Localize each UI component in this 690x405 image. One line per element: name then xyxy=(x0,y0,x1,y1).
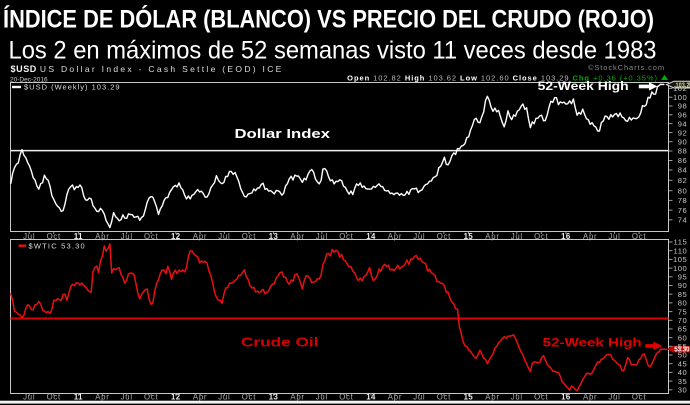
svg-text:60: 60 xyxy=(678,333,688,342)
svg-text:Dollar Index: Dollar Index xyxy=(235,127,331,141)
svg-text:Apr: Apr xyxy=(95,232,109,241)
svg-text:100: 100 xyxy=(673,264,687,273)
svg-text:Apr: Apr xyxy=(290,392,304,401)
svg-text:Oct: Oct xyxy=(632,232,646,241)
svg-text:94: 94 xyxy=(678,119,688,128)
svg-text:80: 80 xyxy=(678,186,688,195)
svg-text:Jul: Jul xyxy=(218,232,230,241)
svg-text:84: 84 xyxy=(678,166,688,175)
svg-text:95: 95 xyxy=(678,273,688,282)
svg-text:Jul: Jul xyxy=(121,232,133,241)
svg-text:Apr: Apr xyxy=(485,392,499,401)
svg-text:©StockCharts.com: ©StockCharts.com xyxy=(588,63,665,72)
svg-text:90: 90 xyxy=(678,137,688,146)
svg-text:Jul: Jul xyxy=(608,392,620,401)
svg-text:Apr: Apr xyxy=(290,232,304,241)
svg-text:92: 92 xyxy=(678,128,688,137)
svg-text:Oct: Oct xyxy=(242,392,256,401)
svg-text:82: 82 xyxy=(678,176,688,185)
svg-text:Jul: Jul xyxy=(413,392,425,401)
svg-text:11: 11 xyxy=(74,392,83,401)
svg-text:Apr: Apr xyxy=(388,232,402,241)
svg-text:50: 50 xyxy=(678,351,688,360)
svg-text:Oct: Oct xyxy=(437,232,451,241)
svg-text:Jul: Jul xyxy=(511,392,523,401)
svg-text:85: 85 xyxy=(678,290,688,299)
svg-text:Oct: Oct xyxy=(534,392,548,401)
svg-text:74: 74 xyxy=(678,216,688,225)
svg-text:Apr: Apr xyxy=(583,232,597,241)
svg-text:Oct: Oct xyxy=(47,392,61,401)
svg-text:16: 16 xyxy=(561,232,571,241)
svg-text:40: 40 xyxy=(678,368,688,377)
svg-text:Jul: Jul xyxy=(23,392,35,401)
svg-text:Jul: Jul xyxy=(316,392,328,401)
svg-text:13: 13 xyxy=(269,232,279,241)
svg-text:12: 12 xyxy=(171,232,181,241)
svg-text:Oct: Oct xyxy=(339,392,353,401)
svg-text:Jul: Jul xyxy=(316,232,328,241)
svg-text:14: 14 xyxy=(366,232,376,241)
svg-text:105: 105 xyxy=(673,255,687,264)
svg-text:Jul: Jul xyxy=(413,232,425,241)
svg-text:Jul: Jul xyxy=(608,232,620,241)
svg-text:Oct: Oct xyxy=(144,232,158,241)
svg-text:103.2: 103.2 xyxy=(676,80,690,89)
svg-text:Oct: Oct xyxy=(339,232,353,241)
svg-text:Jul: Jul xyxy=(511,232,523,241)
svg-text:$USD (Weekly) 103.29: $USD (Weekly) 103.29 xyxy=(24,83,121,92)
svg-text:11: 11 xyxy=(74,232,83,241)
svg-text:98: 98 xyxy=(678,102,688,111)
svg-text:115: 115 xyxy=(674,238,688,247)
svg-text:35: 35 xyxy=(678,377,688,386)
svg-text:102: 102 xyxy=(673,84,687,93)
svg-text:$WTIC 53.30: $WTIC 53.30 xyxy=(29,242,86,251)
svg-text:Apr: Apr xyxy=(193,392,207,401)
svg-text:13: 13 xyxy=(269,392,279,401)
svg-text:52-Week High: 52-Week High xyxy=(543,335,642,349)
svg-text:Oct: Oct xyxy=(632,392,646,401)
svg-text:Apr: Apr xyxy=(193,232,207,241)
svg-text:Oct: Oct xyxy=(437,392,451,401)
svg-text:90: 90 xyxy=(678,281,688,290)
svg-text:100: 100 xyxy=(673,93,687,102)
svg-text:65: 65 xyxy=(678,325,688,334)
svg-text:12: 12 xyxy=(171,392,181,401)
svg-text:76: 76 xyxy=(678,206,688,215)
svg-text:80: 80 xyxy=(678,299,688,308)
svg-text:86: 86 xyxy=(678,156,688,165)
svg-text:55: 55 xyxy=(678,342,688,351)
svg-text:Los 2 en máximos de 52 semanas: Los 2 en máximos de 52 semanas visto 11 … xyxy=(9,37,657,65)
svg-text:20-Dec-2016: 20-Dec-2016 xyxy=(10,76,48,83)
svg-text:52-Week High: 52-Week High xyxy=(538,80,629,93)
svg-text:14: 14 xyxy=(366,392,376,401)
svg-text:96: 96 xyxy=(678,111,688,120)
svg-text:45: 45 xyxy=(678,359,688,368)
svg-text:75: 75 xyxy=(678,307,688,316)
svg-text:Oct: Oct xyxy=(47,232,61,241)
svg-text:15: 15 xyxy=(464,232,474,241)
svg-text:Apr: Apr xyxy=(485,232,499,241)
svg-text:30: 30 xyxy=(678,386,688,395)
svg-text:53.30: 53.30 xyxy=(674,345,689,354)
svg-text:78: 78 xyxy=(678,196,688,205)
svg-text:16: 16 xyxy=(561,392,571,401)
svg-text:Apr: Apr xyxy=(95,392,109,401)
svg-text:Jul: Jul xyxy=(218,392,230,401)
svg-text:Apr: Apr xyxy=(583,392,597,401)
svg-text:Oct: Oct xyxy=(534,232,548,241)
svg-text:ÍNDICE DE DÓLAR (BLANCO) VS PR: ÍNDICE DE DÓLAR (BLANCO) VS PRECIO DEL C… xyxy=(3,3,654,33)
svg-text:88: 88 xyxy=(678,147,688,156)
svg-text:110: 110 xyxy=(674,246,688,255)
svg-text:70: 70 xyxy=(678,316,688,325)
svg-text:Jul: Jul xyxy=(23,232,35,241)
svg-text:Apr: Apr xyxy=(388,392,402,401)
svg-text:15: 15 xyxy=(464,392,474,401)
svg-text:Open 102.82 High 103.62 Low 10: Open 102.82 High 103.62 Low 102.60 Close… xyxy=(347,73,658,82)
svg-text:Jul: Jul xyxy=(121,392,133,401)
svg-text:Oct: Oct xyxy=(144,392,158,401)
svg-text:Crude Oil: Crude Oil xyxy=(241,334,319,349)
svg-text:Oct: Oct xyxy=(242,232,256,241)
